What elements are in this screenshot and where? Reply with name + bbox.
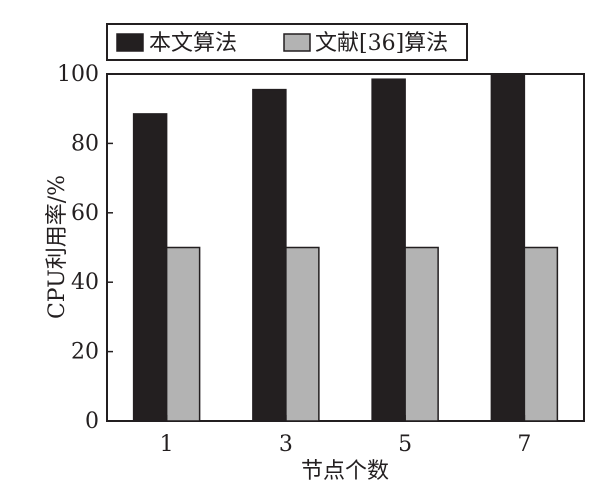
y-tick-label: 100 bbox=[57, 62, 99, 87]
bar-series-2-cat-1 bbox=[165, 246, 201, 422]
x-tick-label: 5 bbox=[398, 432, 412, 457]
bar-series-2-cat-5 bbox=[404, 246, 439, 422]
bar-series-1-cat-1 bbox=[132, 113, 168, 422]
y-tick-label: 60 bbox=[71, 201, 99, 226]
legend: 本文算法 文献[36]算法 bbox=[106, 23, 468, 61]
y-tick-label: 40 bbox=[71, 270, 99, 295]
bar-series-2-cat-7 bbox=[523, 246, 559, 422]
bar-series-2-cat-3 bbox=[285, 246, 320, 422]
legend-box bbox=[106, 23, 468, 61]
x-axis: 1 3 5 7 bbox=[160, 415, 531, 457]
bar-series-1-cat-7 bbox=[490, 74, 526, 422]
plot-area-frame bbox=[106, 73, 585, 422]
legend-label-series-2: 文献[36]算法 bbox=[315, 31, 448, 56]
x-axis-label: 节点个数 bbox=[301, 459, 389, 484]
legend-swatch-series-2 bbox=[283, 33, 311, 52]
legend-swatch-series-1 bbox=[116, 33, 144, 52]
x-tick-label: 1 bbox=[160, 432, 174, 457]
bar-series-1-cat-3 bbox=[252, 88, 287, 422]
x-tick-label: 3 bbox=[279, 432, 293, 457]
y-axis: 0 20 40 60 80 100 bbox=[57, 62, 113, 434]
bars bbox=[132, 74, 559, 422]
y-tick-label: 20 bbox=[71, 340, 99, 365]
x-tick-label: 7 bbox=[517, 432, 531, 457]
y-tick-label: 0 bbox=[85, 409, 99, 434]
legend-label-series-1: 本文算法 bbox=[149, 31, 237, 56]
bar-series-1-cat-5 bbox=[371, 78, 406, 422]
y-tick-label: 80 bbox=[71, 131, 99, 156]
y-axis-label: CPU利用率/% bbox=[45, 175, 70, 319]
